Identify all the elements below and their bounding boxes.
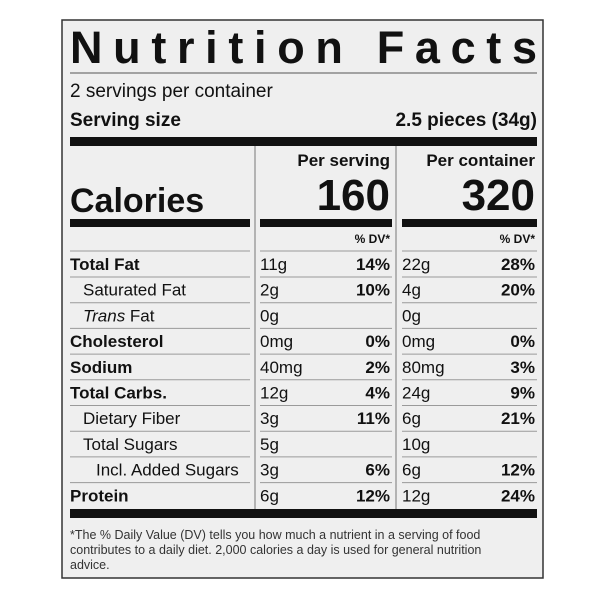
amount: 6g bbox=[402, 409, 421, 428]
nutrient-label: Incl. Added Sugars bbox=[96, 461, 239, 480]
amount: 0mg bbox=[402, 332, 435, 351]
nutrient-label: Total Carbs. bbox=[70, 384, 167, 403]
nutrient-label-text: Total Sugars bbox=[83, 435, 178, 454]
amount: 11g bbox=[260, 255, 287, 274]
amount: 10g bbox=[402, 435, 430, 454]
calories-label: Calories bbox=[70, 182, 204, 220]
nutrient-label-italic: Trans bbox=[83, 306, 126, 325]
amount: 80mg bbox=[402, 358, 445, 377]
daily-value: 9% bbox=[510, 384, 535, 403]
daily-value: 0% bbox=[510, 332, 535, 351]
dv-heading: % DV* bbox=[500, 232, 536, 246]
thick-bar bbox=[70, 219, 250, 227]
servings: 2 servings per container bbox=[70, 81, 273, 102]
daily-value: 24% bbox=[501, 486, 535, 505]
amount: 12g bbox=[402, 486, 430, 505]
daily-value: 28% bbox=[501, 255, 535, 274]
nutrient-label: Sodium bbox=[70, 358, 132, 377]
amount: 6g bbox=[402, 461, 421, 480]
daily-value: 20% bbox=[501, 281, 535, 300]
calories-value: 160 bbox=[317, 171, 390, 220]
daily-value: 4% bbox=[365, 384, 390, 403]
amount: 0g bbox=[260, 306, 279, 325]
amount: 6g bbox=[260, 486, 279, 505]
nutrient-label-text: Total Fat bbox=[70, 255, 140, 274]
footnote: *The % Daily Value (DV) tells you how mu… bbox=[70, 528, 480, 542]
nutrient-label-text: Cholesterol bbox=[70, 332, 164, 351]
thick-bar bbox=[402, 219, 537, 227]
nutrient-label-text: Incl. Added Sugars bbox=[96, 461, 239, 480]
nutrient-label: Dietary Fiber bbox=[83, 409, 181, 428]
amount: 3g bbox=[260, 409, 279, 428]
amount: 5g bbox=[260, 435, 279, 454]
serving-size: 2.5 pieces (34g) bbox=[395, 110, 537, 131]
thick-bar bbox=[70, 509, 537, 518]
daily-value: 3% bbox=[510, 358, 535, 377]
nutrient-label-text: Fat bbox=[125, 306, 155, 325]
column-heading: Per container bbox=[426, 151, 535, 170]
nutrient-label: Total Fat bbox=[70, 255, 140, 274]
amount: 4g bbox=[402, 281, 421, 300]
daily-value: 14% bbox=[356, 255, 390, 274]
daily-value: 21% bbox=[501, 409, 535, 428]
nutrient-label: Protein bbox=[70, 486, 129, 505]
amount: 12g bbox=[260, 384, 288, 403]
footnote: advice. bbox=[70, 558, 110, 572]
footnote: contributes to a daily diet. 2,000 calor… bbox=[70, 543, 481, 557]
daily-value: 10% bbox=[356, 281, 390, 300]
column-heading: Per serving bbox=[297, 151, 390, 170]
title: Nutrition Facts bbox=[70, 22, 537, 73]
nutrient-label-text: Protein bbox=[70, 486, 129, 505]
amount: 2g bbox=[260, 281, 279, 300]
nutrient-label: Saturated Fat bbox=[83, 281, 186, 300]
nutrient-label: Total Sugars bbox=[83, 435, 178, 454]
dv-heading: % DV* bbox=[355, 232, 391, 246]
daily-value: 0% bbox=[365, 332, 390, 351]
nutrient-label: Trans Fat bbox=[83, 306, 155, 325]
thick-bar bbox=[260, 219, 392, 227]
daily-value: 11% bbox=[357, 409, 390, 428]
nutrient-label-text: Sodium bbox=[70, 358, 132, 377]
amount: 0g bbox=[402, 306, 421, 325]
amount: 22g bbox=[402, 255, 430, 274]
nutrient-label-text: Total Carbs. bbox=[70, 384, 167, 403]
amount: 3g bbox=[260, 461, 279, 480]
amount: 0mg bbox=[260, 332, 293, 351]
amount: 40mg bbox=[260, 358, 303, 377]
daily-value: 12% bbox=[501, 461, 535, 480]
calories-value: 320 bbox=[462, 171, 535, 220]
daily-value: 6% bbox=[365, 461, 390, 480]
nutrient-label-text: Saturated Fat bbox=[83, 281, 186, 300]
nutrient-label-text: Dietary Fiber bbox=[83, 409, 181, 428]
label-box bbox=[61, 19, 544, 579]
nutrient-label: Cholesterol bbox=[70, 332, 164, 351]
daily-value: 12% bbox=[356, 486, 390, 505]
daily-value: 2% bbox=[365, 358, 390, 377]
serving-size-label: Serving size bbox=[70, 110, 181, 131]
thick-bar bbox=[70, 137, 537, 146]
amount: 24g bbox=[402, 384, 430, 403]
